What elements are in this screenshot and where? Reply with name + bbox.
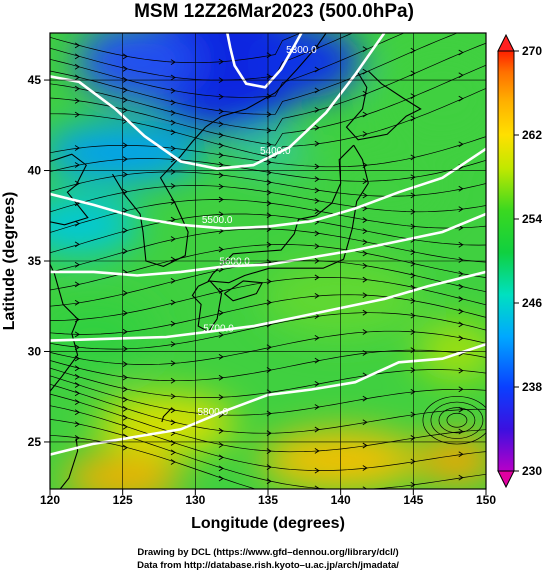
contour-label: 5600.0 — [219, 257, 250, 268]
chart-title: MSM 12Z26Mar2023 (500.0hPa) — [134, 1, 414, 22]
contour-line — [50, 33, 386, 171]
x-axis-label: Longitude (degrees) — [191, 515, 345, 532]
colorbar-tick-label: 262 — [522, 128, 542, 142]
y-tick-label: 35 — [28, 254, 42, 268]
colorbar-tick-label: 230 — [522, 464, 542, 478]
colorbar-tick-label: 254 — [522, 212, 542, 226]
colorbar-tick-label: 238 — [522, 380, 542, 394]
x-tick-label: 145 — [403, 493, 423, 507]
contour-label: 5800.0 — [197, 407, 228, 418]
credit-drawing: Drawing by DCL (https://www.gfd–dennou.o… — [137, 547, 398, 558]
credit-data: Data from http://database.rish.kyoto–u.a… — [137, 560, 399, 571]
x-tick-label: 120 — [40, 493, 60, 507]
x-tick-label: 130 — [185, 493, 205, 507]
contour-label: 5500.0 — [202, 215, 233, 226]
x-tick-label: 150 — [476, 493, 496, 507]
y-tick-label: 25 — [28, 435, 42, 449]
x-tick-label: 140 — [331, 493, 351, 507]
colorbar: 230 238 246 254 262 270 — [497, 33, 542, 489]
contour-label: 5400.0 — [260, 146, 291, 157]
x-axis: 120 125 130 135 140 145 150 — [40, 489, 496, 507]
colorbar-min-extend — [497, 470, 515, 489]
contour-line — [50, 270, 486, 342]
x-tick-label: 135 — [258, 493, 278, 507]
colorbar-body — [497, 50, 515, 472]
contour-label: 5700.0 — [203, 324, 234, 335]
colorbar-max-extend — [497, 33, 515, 52]
y-tick-label: 45 — [28, 73, 42, 87]
colorbar-tick-label: 270 — [522, 44, 542, 58]
y-axis-label: Latitude (degrees) — [1, 192, 18, 331]
y-tick-label: 40 — [28, 164, 42, 178]
contour-label: 5300.0 — [286, 45, 317, 56]
temperature-field: 5300.0 5400.0 5500.0 5600.0 5700.0 5800.0 — [50, 33, 486, 489]
grid — [50, 33, 486, 489]
contour-line — [226, 33, 303, 89]
colorbar-tick-label: 246 — [522, 296, 542, 310]
y-axis: 25 30 35 40 45 — [28, 73, 50, 449]
y-tick-label: 30 — [28, 344, 42, 358]
x-tick-label: 125 — [113, 493, 133, 507]
